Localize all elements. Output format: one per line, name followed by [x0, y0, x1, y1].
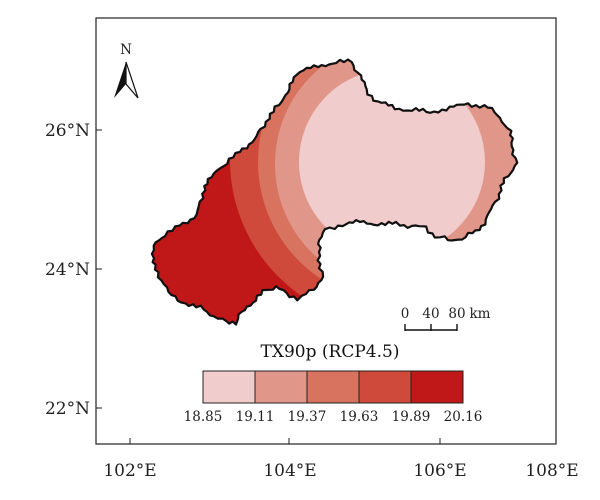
scale-label: 40 — [422, 306, 439, 322]
legend-break-label: 20.16 — [444, 409, 483, 425]
x-tick-label: 106°E — [413, 461, 466, 481]
legend-break-label: 19.37 — [288, 409, 327, 425]
north-label: N — [120, 42, 132, 58]
legend-swatch — [410, 370, 464, 404]
x-tick-label: 104°E — [263, 461, 316, 481]
region-boundary — [150, 58, 519, 326]
legend-break-label: 19.11 — [236, 409, 275, 425]
scale-unit: km — [470, 306, 491, 322]
scale-label: 0 — [401, 306, 410, 322]
map-title: TX90p (RCP4.5) — [261, 342, 400, 362]
north-arrow-left-half — [114, 62, 126, 98]
y-tick-label: 22°N — [45, 399, 90, 419]
y-tick-label: 24°N — [45, 260, 90, 280]
legend-swatch — [306, 370, 360, 404]
y-tick-label: 26°N — [45, 121, 90, 141]
legend-swatch — [358, 370, 412, 404]
north-arrow-icon: N — [114, 42, 139, 99]
legend-break-label: 19.63 — [340, 409, 379, 425]
legend-break-label: 18.85 — [184, 409, 223, 425]
x-tick-label: 108°E — [525, 461, 578, 481]
legend: 18.85 19.11 19.37 19.63 19.89 20.16 — [184, 370, 483, 425]
north-arrow-right-half — [125, 61, 139, 99]
region-band-5 — [299, 69, 485, 255]
scale-label: 80 — [448, 306, 465, 322]
x-axis-ticks — [129, 438, 557, 444]
x-tick-label: 102°E — [103, 461, 156, 481]
legend-break-label: 19.89 — [392, 409, 431, 425]
legend-swatch — [202, 370, 256, 404]
scale-bar: 0 40 80 km — [401, 306, 491, 331]
legend-swatch — [254, 370, 308, 404]
y-axis-ticks — [96, 129, 102, 409]
